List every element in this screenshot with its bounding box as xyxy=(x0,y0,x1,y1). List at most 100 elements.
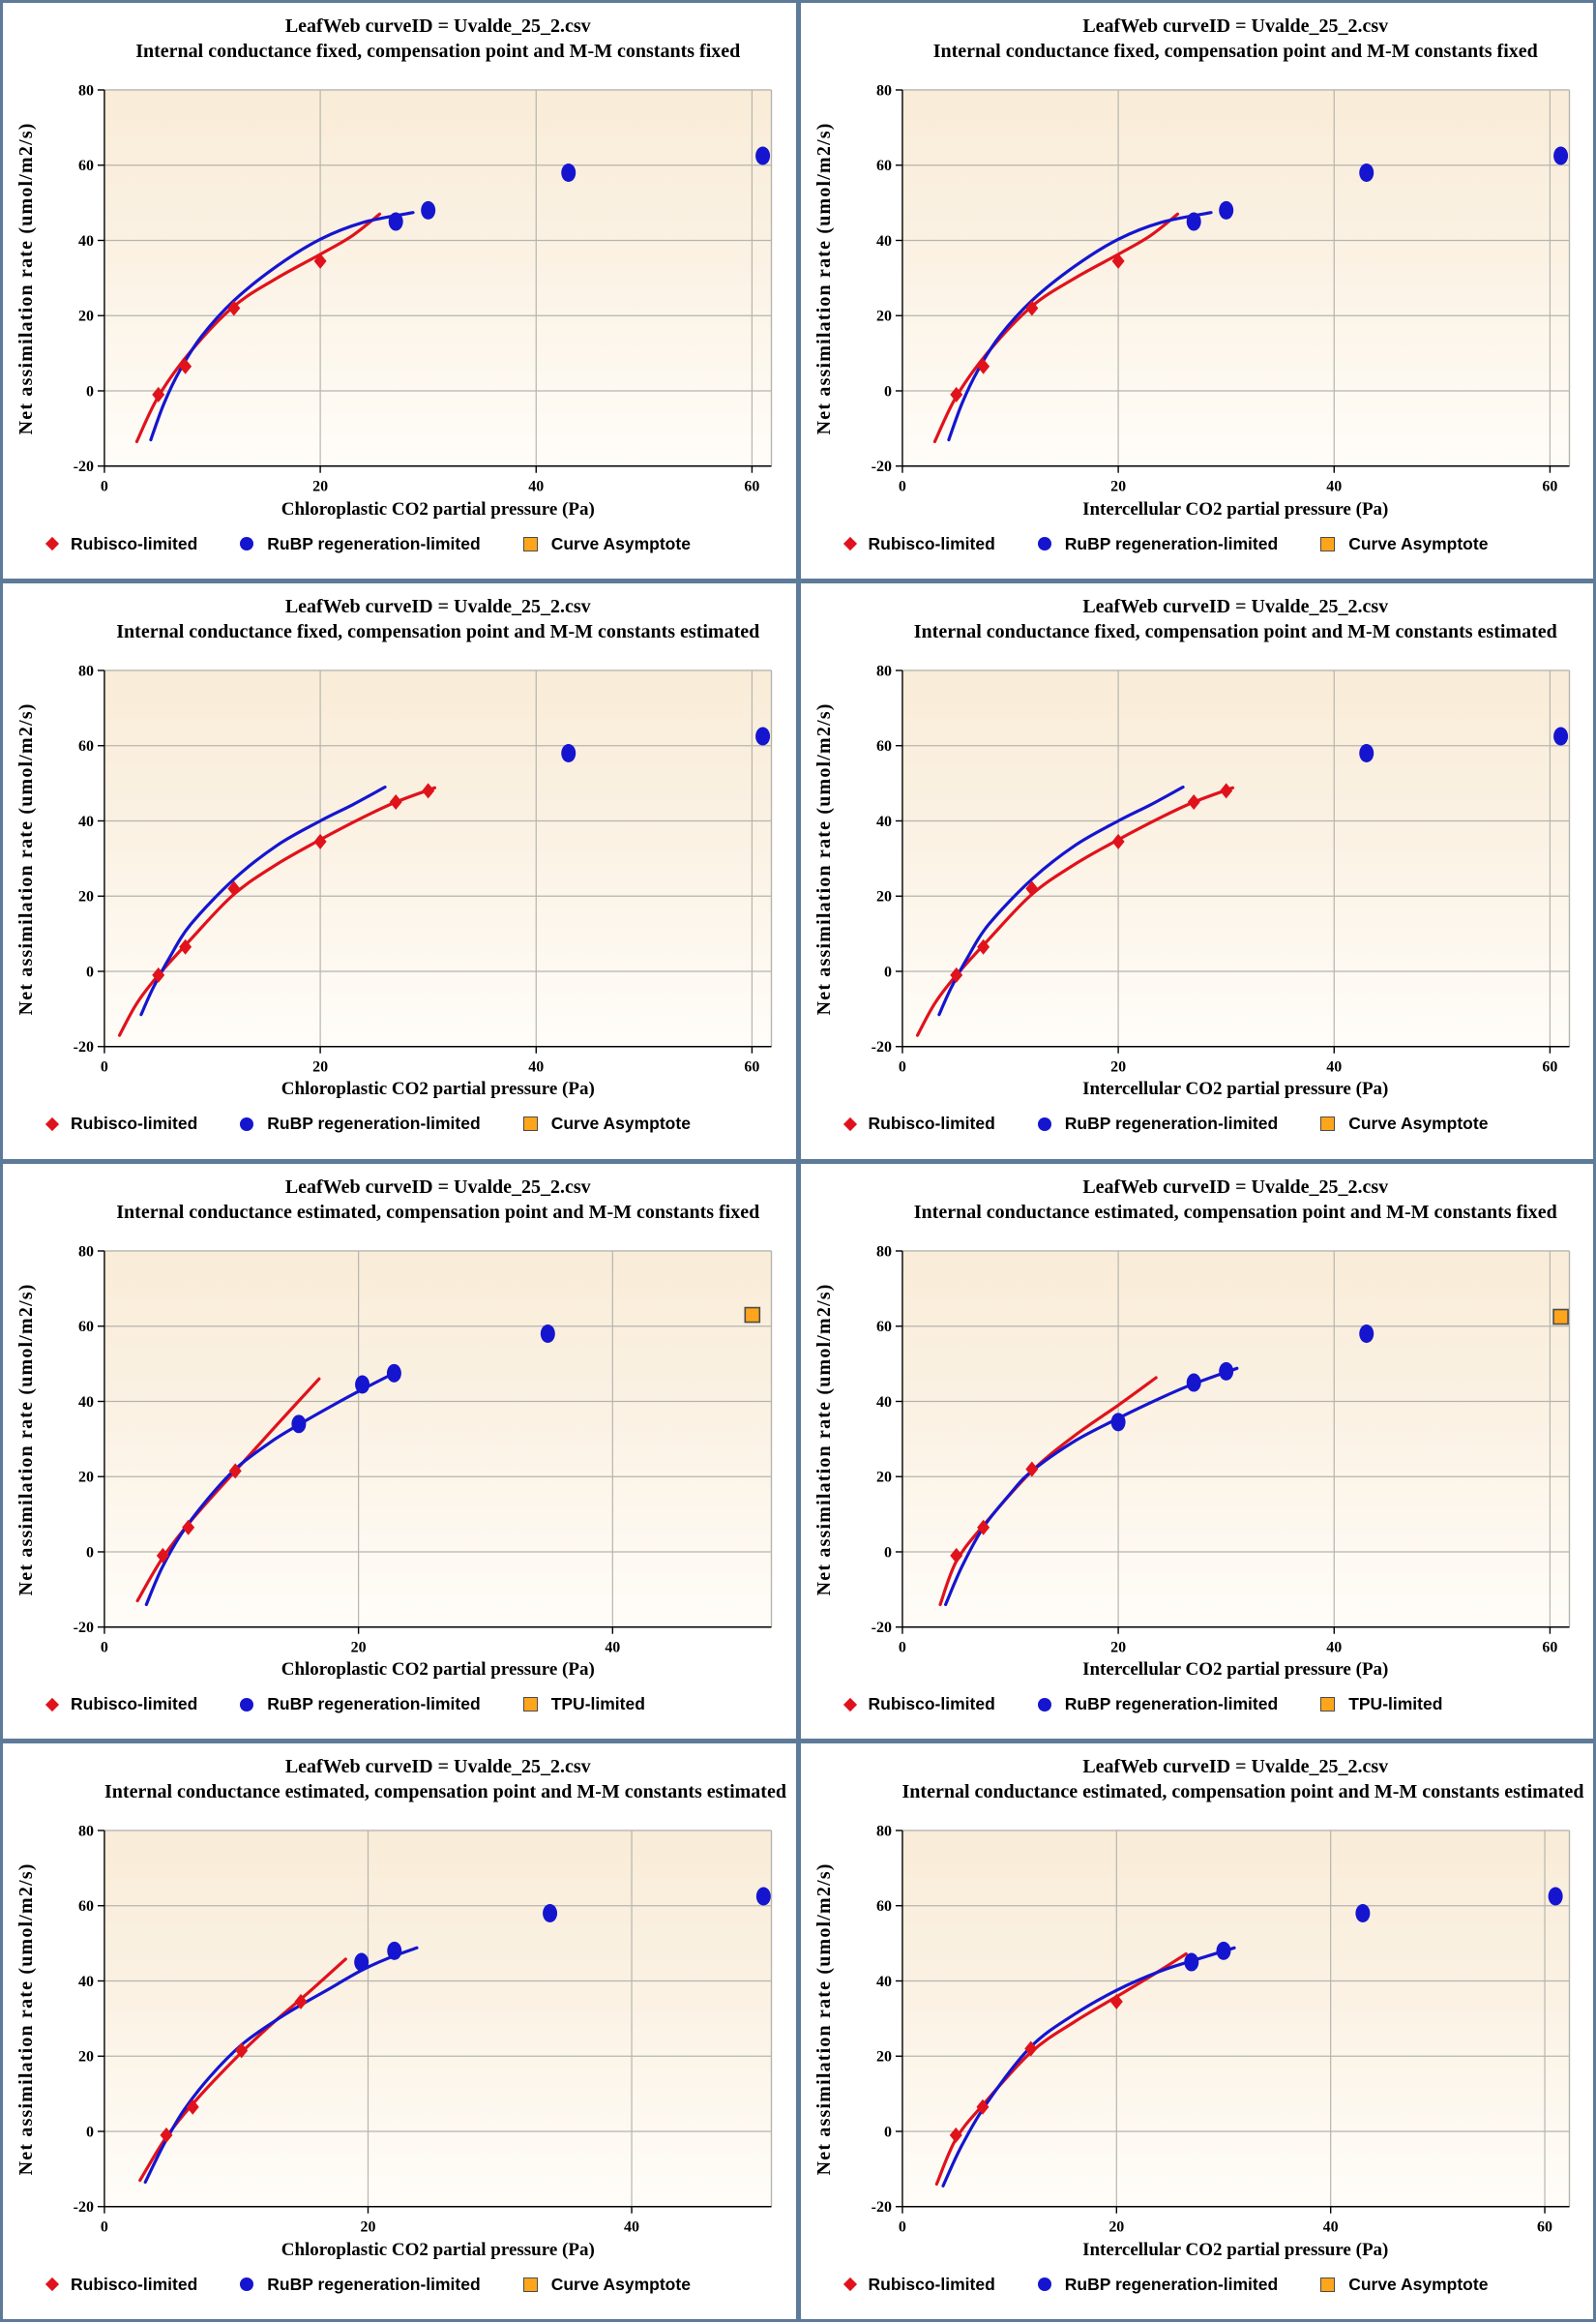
legend-label: Rubisco-limited xyxy=(868,2274,995,2294)
x-tick-label: 20 xyxy=(1110,479,1126,495)
diamond-marker-icon xyxy=(44,1116,60,1132)
legend-label: Rubisco-limited xyxy=(71,1114,198,1134)
data-point-diamond xyxy=(949,386,962,402)
x-tick-label: 0 xyxy=(101,1058,108,1075)
data-point-diamond xyxy=(160,2128,173,2144)
data-point-circle xyxy=(1358,164,1374,183)
chart-plot: -20 0 20 40 60 80 0 20 40 60 Net assimilation rat… xyxy=(15,663,773,1075)
data-point-circle xyxy=(561,743,576,762)
circle-marker-icon xyxy=(240,537,254,551)
plot-background xyxy=(103,670,772,1047)
square-marker-icon xyxy=(1320,2277,1336,2292)
y-tick-label: -20 xyxy=(74,1039,94,1056)
data-point-diamond xyxy=(182,1519,195,1535)
data-point-circle xyxy=(1358,1324,1374,1343)
data-point-circle xyxy=(421,200,436,220)
legend-item-rubisco: Rubisco-limited xyxy=(44,1694,197,1714)
y-tick-label: 40 xyxy=(875,1974,891,1990)
diamond-marker-icon xyxy=(44,1697,60,1712)
y-tick-label: -20 xyxy=(871,1039,891,1056)
legend-label: TPU-limited xyxy=(550,1694,645,1714)
y-tick-label: 80 xyxy=(78,1824,94,1840)
legend-label: Rubisco-limited xyxy=(868,1694,995,1714)
data-point-circle xyxy=(1110,1412,1126,1431)
square-marker-icon xyxy=(522,1697,538,1712)
data-point-diamond xyxy=(1219,783,1232,799)
data-point-circle xyxy=(543,1904,558,1923)
y-tick-label: 0 xyxy=(883,2125,891,2141)
x-axis-title: Chloroplastic CO2 partial pressure (Pa) xyxy=(281,498,595,520)
plot-background xyxy=(901,670,1570,1047)
legend-item-rubp: RuBP regeneration-limited xyxy=(240,2275,481,2295)
data-point-diamond xyxy=(152,967,165,983)
y-tick-label: 20 xyxy=(875,888,891,905)
data-point-square xyxy=(744,1306,761,1323)
chart-titles: LeafWeb curveID = Uvalde_25_2.csv Intern… xyxy=(104,3,772,64)
chart-subtitle: Internal conductance fixed, compensation… xyxy=(116,620,760,642)
y-tick-label: 40 xyxy=(875,1393,891,1410)
legend-item-rubisco: Rubisco-limited xyxy=(44,534,197,554)
chart-subtitle: Internal conductance estimated, compensa… xyxy=(104,1781,786,1803)
square-marker-icon xyxy=(1320,536,1336,551)
fit-curve xyxy=(915,786,1234,1037)
diamond-marker-icon xyxy=(842,2277,857,2292)
plot-background xyxy=(103,1250,772,1627)
y-tick-label: 60 xyxy=(875,1319,891,1335)
panel-8: LeafWeb curveID = Uvalde_25_2.csv Intern… xyxy=(800,1743,1593,2319)
chart-plot: -20 0 20 40 60 80 0 20 40 Net assimilation rate … xyxy=(15,1243,773,1655)
legend-item-rubp: RuBP regeneration-limited xyxy=(1037,1694,1279,1714)
x-tick-label: 40 xyxy=(528,479,544,495)
y-tick-label: 20 xyxy=(875,2049,891,2066)
x-tick-label: 40 xyxy=(605,1639,620,1655)
data-point-diamond xyxy=(179,358,192,374)
y-tick-label: 60 xyxy=(875,158,891,174)
data-point-diamond xyxy=(313,833,327,849)
chart-plot: -20 0 20 40 60 80 0 20 40 Net assimilation rate … xyxy=(15,1824,773,2236)
x-axis-title: Chloroplastic CO2 partial pressure (Pa) xyxy=(281,2239,595,2260)
legend-label: Curve Asymptote xyxy=(1348,1114,1489,1134)
x-tick-label: 20 xyxy=(361,2219,376,2236)
y-tick-label: -20 xyxy=(74,459,94,475)
chart-title: LeafWeb curveID = Uvalde_25_2.csv xyxy=(1082,1176,1389,1198)
y-tick-label: 0 xyxy=(883,964,891,980)
legend-item-rubisco: Rubisco-limited xyxy=(44,1114,198,1134)
data-point-circle xyxy=(1186,212,1201,231)
data-point-circle xyxy=(1354,1904,1370,1923)
circle-marker-icon xyxy=(1037,1697,1051,1712)
legend-item-asymptote: Curve Asymptote xyxy=(522,2275,691,2295)
y-tick-label: 80 xyxy=(78,1243,94,1260)
plot-background xyxy=(901,1250,1570,1627)
chart-subtitle: Internal conductance estimated, compensa… xyxy=(901,1781,1584,1803)
x-tick-label: 40 xyxy=(1322,2219,1338,2236)
data-point-diamond xyxy=(976,1519,990,1535)
plot-area: -20 0 20 40 60 80 0 20 40 60 xyxy=(871,663,1570,1075)
y-tick-label: 80 xyxy=(875,663,891,679)
x-tick-label: 40 xyxy=(624,2219,639,2236)
x-tick-label: 20 xyxy=(312,1058,328,1075)
x-tick-label: 20 xyxy=(351,1639,367,1655)
y-tick-label: 80 xyxy=(875,1824,891,1840)
y-tick-label: 80 xyxy=(78,663,94,679)
chart-subtitle: Internal conductance fixed, compensation… xyxy=(913,620,1557,642)
data-point-diamond xyxy=(228,1462,242,1478)
chart-titles: LeafWeb curveID = Uvalde_25_2.csv Intern… xyxy=(901,1743,1584,1804)
legend-item-asymptote: Curve Asymptote xyxy=(1320,1114,1488,1134)
chart-subtitle: Internal conductance estimated, compensa… xyxy=(116,1201,760,1223)
data-point-circle xyxy=(1216,1942,1230,1961)
chart-titles: LeafWeb curveID = Uvalde_25_2.csv Intern… xyxy=(902,3,1570,64)
chart-subtitle: Internal conductance fixed, compensation… xyxy=(932,41,1538,62)
x-tick-label: 60 xyxy=(1542,1639,1557,1655)
y-tick-label: 40 xyxy=(78,1393,94,1410)
data-point-diamond xyxy=(949,967,962,983)
y-tick-label: 40 xyxy=(875,233,891,250)
y-axis-title: Net assimilation rate (umol/m2/s) xyxy=(15,702,37,1015)
y-axis-title: Net assimilation rate (umol/m2/s) xyxy=(813,702,834,1015)
x-tick-label: 0 xyxy=(101,1639,108,1655)
y-tick-label: -20 xyxy=(871,1620,891,1636)
y-tick-label: 60 xyxy=(78,158,94,174)
legend-label: RuBP regeneration-limited xyxy=(1064,1694,1279,1714)
chart-subtitle: Internal conductance estimated, compensa… xyxy=(913,1201,1557,1223)
data-point-diamond xyxy=(152,386,165,402)
y-tick-label: 40 xyxy=(78,814,94,830)
data-point-circle xyxy=(388,212,403,231)
